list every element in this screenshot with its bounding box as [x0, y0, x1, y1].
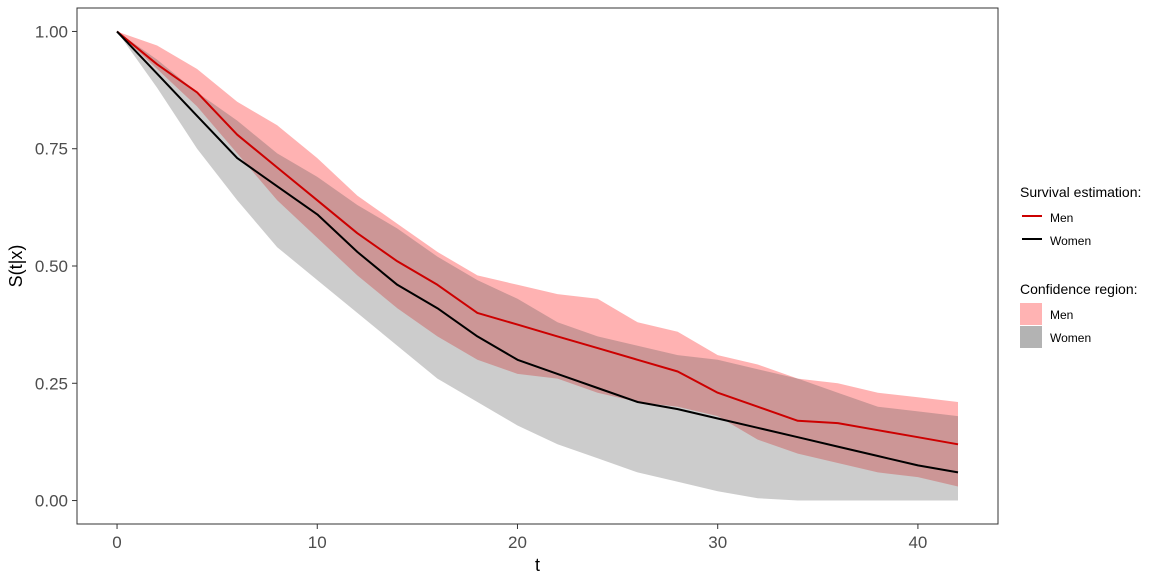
legend-band-label-women: Women	[1050, 331, 1091, 345]
legend: Survival estimation: Men Women Confidenc…	[1020, 184, 1141, 348]
x-tick-label: 0	[112, 533, 121, 552]
legend-line-label-women: Women	[1050, 234, 1091, 248]
legend-band-swatch-men	[1020, 303, 1042, 325]
x-tick-label: 10	[308, 533, 327, 552]
y-tick-label: 1.00	[35, 22, 68, 41]
y-tick-label: 0.00	[35, 492, 68, 511]
x-tick-label: 20	[508, 533, 527, 552]
legend-line-label-men: Men	[1050, 211, 1073, 225]
confidence-band-men	[117, 31, 958, 487]
legend-band-swatch-women	[1020, 326, 1042, 348]
x-axis-title: t	[535, 555, 540, 575]
y-tick-label: 0.25	[35, 374, 68, 393]
survival-line-men	[116, 30, 959, 446]
x-tick-label: 40	[908, 533, 927, 552]
confidence-band-women	[117, 31, 958, 501]
y-tick-label: 0.75	[35, 140, 68, 159]
x-axis: 0 10 20 30 40	[112, 524, 927, 552]
legend-band-label-men: Men	[1050, 308, 1073, 322]
legend-line-title: Survival estimation:	[1020, 184, 1141, 200]
y-tick-label: 0.50	[35, 257, 68, 276]
survival-line-women	[116, 30, 959, 474]
legend-band-title: Confidence region:	[1020, 281, 1138, 297]
y-axis-title: S(t|x)	[6, 245, 26, 288]
y-axis: 0.00 0.25 0.50 0.75 1.00	[35, 22, 77, 511]
confidence-bands	[117, 31, 958, 501]
survival-lines	[116, 30, 959, 474]
x-tick-label: 30	[708, 533, 727, 552]
